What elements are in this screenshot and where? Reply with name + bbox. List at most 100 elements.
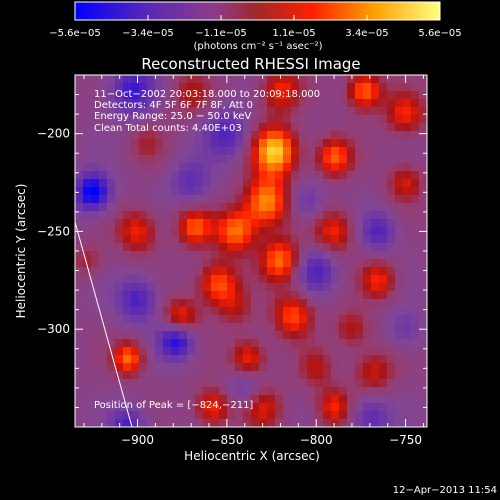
heatmap-cell [339,411,348,420]
heatmap-cell [307,307,316,316]
heatmap-cell [323,259,332,268]
heatmap-cell [99,187,108,196]
heatmap-cell [379,387,388,396]
heatmap-cell [331,211,340,220]
heatmap-cell [83,387,92,396]
heatmap-cell [339,155,348,164]
heatmap-cell [187,363,196,372]
heatmap-cell [355,195,364,204]
heatmap-cell [195,203,204,212]
heatmap-cell [219,187,228,196]
heatmap-cell [267,139,276,148]
heatmap-cell [147,91,156,100]
heatmap-cell [299,91,308,100]
heatmap-cell [267,403,276,412]
heatmap-cell [179,195,188,204]
heatmap-cell [267,147,276,156]
heatmap-cell [131,307,140,316]
heatmap-cell [291,299,300,308]
heatmap-cell [387,147,396,156]
heatmap-cell [339,347,348,356]
heatmap-cell [283,355,292,364]
heatmap-cell [179,355,188,364]
heatmap-cell [211,131,220,140]
heatmap-cell [419,411,427,420]
heatmap-cell [211,163,220,172]
heatmap-cell [235,371,244,380]
heatmap-cell [75,179,84,188]
heatmap-cell [379,203,388,212]
heatmap-cell [363,411,372,420]
heatmap-cell [259,99,268,108]
heatmap-cell [339,123,348,132]
heatmap-cell [355,147,364,156]
heatmap-cell [147,251,156,260]
heatmap-cell [275,259,284,268]
heatmap-cell [331,403,340,412]
heatmap-cell [403,179,412,188]
heatmap-cell [331,283,340,292]
heatmap-cell [347,355,356,364]
heatmap-cell [307,115,316,124]
heatmap-cell [387,123,396,132]
heatmap-cell [75,347,84,356]
colorbar-gradient [74,1,441,21]
heatmap-cell [307,139,316,148]
heatmap-cell [219,307,228,316]
heatmap-cell [331,259,340,268]
colorbar-tick-label: 3.4e−05 [345,28,388,39]
heatmap-cell [211,315,220,324]
heatmap-cell [331,339,340,348]
heatmap-cell [91,99,100,108]
heatmap-cell [91,259,100,268]
heatmap-cell [187,379,196,388]
heatmap-cell [75,411,84,420]
heatmap-cell [219,99,228,108]
heatmap-cell [411,259,420,268]
heatmap-cell [291,355,300,364]
heatmap-cell [267,83,276,92]
heatmap-cell [395,235,404,244]
heatmap-cell [363,107,372,116]
heatmap-cell [139,155,148,164]
heatmap-cell [91,203,100,212]
heatmap-cell [371,211,380,220]
heatmap-cell [155,403,164,412]
heatmap-cell [251,123,260,132]
heatmap-cell [275,75,284,84]
heatmap-cell [227,323,236,332]
heatmap-cell [139,203,148,212]
heatmap-cell [163,315,172,324]
heatmap-cell [211,155,220,164]
heatmap-cell [339,147,348,156]
heatmap-cell [195,339,204,348]
heatmap-cell [75,251,84,260]
heatmap-cell [403,299,412,308]
heatmap-cell [371,115,380,124]
heatmap-cell [91,323,100,332]
heatmap-cell [387,315,396,324]
heatmap-cell [243,115,252,124]
heatmap-cell [379,411,388,420]
heatmap-cell [363,347,372,356]
heatmap-cell [83,227,92,236]
heatmap-cell [387,403,396,412]
heatmap-cell [411,123,420,132]
heatmap-cell [211,299,220,308]
heatmap-cell [83,331,92,340]
heatmap-cell [179,403,188,412]
heatmap-cell [75,219,84,228]
heatmap-cell [131,187,140,196]
heatmap-cell [171,403,180,412]
heatmap-cell [291,291,300,300]
heatmap-cell [203,147,212,156]
heatmap-cell [243,315,252,324]
heatmap-cell [235,379,244,388]
heatmap-cell [363,291,372,300]
heatmap-cell [211,219,220,228]
heatmap-cell [147,131,156,140]
heatmap-cell [419,147,427,156]
heatmap-cell [75,195,84,204]
heatmap-cell [147,99,156,108]
heatmap-cell [331,227,340,236]
